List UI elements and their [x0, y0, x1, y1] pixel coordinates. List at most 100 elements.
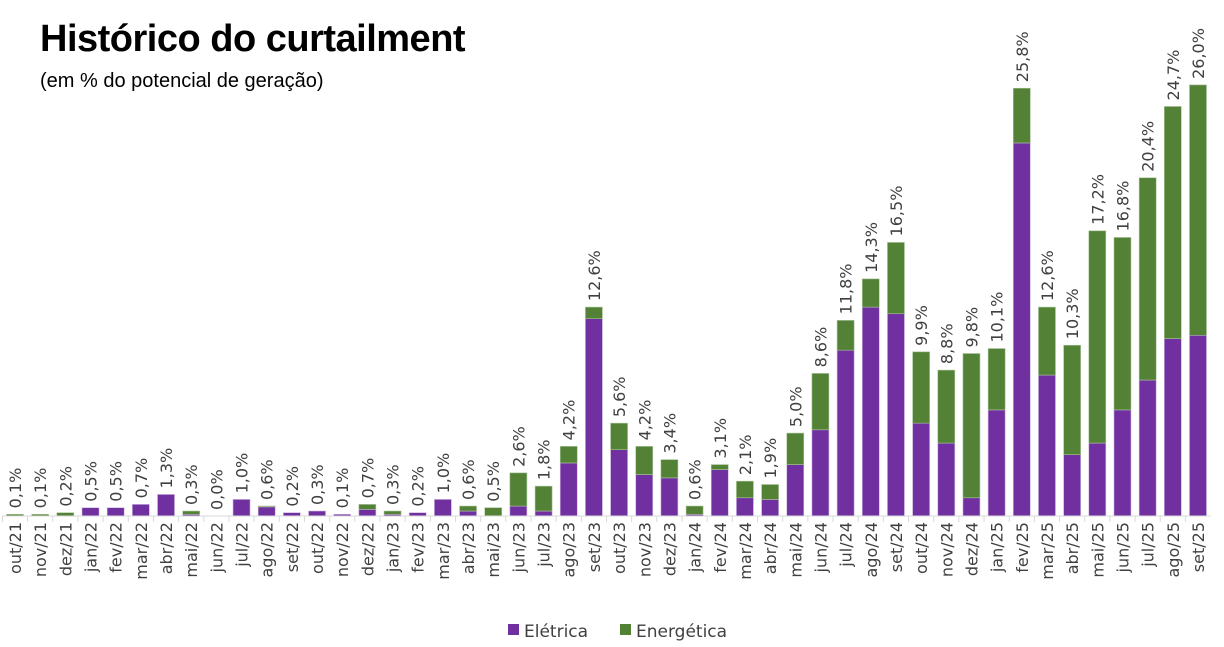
x-tick-label: ago/22 — [258, 522, 277, 578]
data-label: 5,6% — [610, 376, 629, 417]
bar-eletrica — [559, 462, 578, 517]
bar-eletrica — [912, 422, 930, 517]
data-label: 0,2% — [56, 466, 75, 507]
x-tick-label: ago/25 — [1164, 522, 1183, 578]
x-tick-label: jul/22 — [233, 522, 252, 568]
x-tick-label: fev/23 — [409, 522, 428, 573]
bar-eletrica — [937, 442, 956, 517]
x-tick-label: jan/25 — [988, 522, 1007, 573]
bar-energetica — [937, 369, 956, 444]
data-label: 0,5% — [82, 461, 101, 502]
bar-eletrica — [1113, 409, 1132, 517]
bar-energetica — [987, 348, 1006, 411]
data-label: 17,2% — [1088, 174, 1107, 225]
x-tick-label: set/25 — [1189, 522, 1208, 572]
bar-energetica — [383, 510, 402, 515]
bar-energetica — [585, 306, 603, 319]
bar-eletrica — [736, 497, 754, 517]
data-label: 0,5% — [484, 461, 503, 502]
bar-eletrica — [459, 510, 477, 517]
bar-eletrica — [132, 504, 150, 517]
data-label: 25,8% — [1013, 31, 1032, 82]
bar-eletrica — [81, 507, 100, 517]
data-label: 3,1% — [711, 418, 730, 459]
bar-energetica — [786, 432, 805, 465]
bar-eletrica — [1012, 142, 1031, 517]
x-tick-label: jul/24 — [837, 522, 856, 568]
bar-eletrica — [509, 505, 528, 517]
x-tick-label: abr/22 — [157, 522, 176, 574]
x-tick-label: mar/25 — [1038, 522, 1057, 580]
data-label: 8,6% — [811, 327, 830, 368]
data-label: 0,6% — [258, 459, 277, 500]
x-tick-label: nov/24 — [937, 522, 956, 577]
data-label: 10,1% — [988, 292, 1007, 343]
x-tick-label: fev/22 — [107, 522, 126, 573]
bar-eletrica — [1088, 442, 1107, 517]
data-label: 0,2% — [283, 466, 302, 507]
x-tick-label: mai/22 — [182, 522, 201, 578]
bar-energetica — [484, 507, 503, 517]
data-label: 12,6% — [1038, 250, 1057, 301]
x-tick-label: out/22 — [308, 522, 327, 574]
bar-energetica — [685, 505, 704, 515]
x-tick-label: out/23 — [610, 522, 629, 574]
data-label: 5,0% — [786, 386, 805, 427]
bar-eletrica — [1063, 454, 1081, 517]
x-tick-label: jan/22 — [82, 522, 101, 573]
x-tick-label: fev/24 — [711, 522, 730, 573]
data-label: 0,0% — [207, 469, 226, 510]
bar-energetica — [836, 320, 855, 351]
bar-energetica — [1012, 87, 1031, 144]
x-tick-label: mar/24 — [736, 522, 755, 580]
bar-eletrica — [1164, 338, 1182, 517]
data-label: 24,7% — [1164, 50, 1183, 101]
data-label: 0,1% — [333, 468, 352, 509]
data-label: 0,1% — [6, 468, 25, 509]
data-label: 0,7% — [358, 458, 377, 499]
data-label: 0,3% — [308, 464, 327, 505]
x-tick-label: mar/22 — [132, 522, 151, 580]
bar-eletrica — [1138, 379, 1157, 517]
bar-energetica — [1189, 84, 1207, 336]
data-label: 8,8% — [937, 323, 956, 364]
x-tick-label: jul/23 — [535, 522, 554, 568]
chart-subtitle: (em % do potencial de geração) — [40, 70, 324, 92]
bar-eletrica — [434, 499, 452, 517]
bar-eletrica — [232, 499, 251, 517]
bar-energetica — [962, 353, 981, 499]
bar-eletrica — [610, 449, 628, 517]
x-tick-label: ago/23 — [560, 522, 579, 578]
x-tick-label: abr/25 — [1063, 522, 1082, 574]
bar-eletrica — [710, 469, 729, 517]
data-label: 1,9% — [761, 438, 780, 479]
bar-eletrica — [1038, 374, 1056, 517]
bar-eletrica — [786, 464, 805, 517]
data-label: 4,2% — [635, 400, 654, 441]
legend-label-eletrica: Elétrica — [524, 622, 588, 642]
data-label: 1,0% — [233, 453, 252, 494]
bar-energetica — [358, 504, 377, 510]
data-label: 9,9% — [912, 305, 931, 346]
bar-energetica — [1113, 237, 1132, 411]
x-tick-label: jun/22 — [207, 522, 226, 573]
x-tick-label: dez/23 — [660, 522, 679, 576]
x-tick-label: ago/24 — [862, 522, 881, 578]
x-tick-label: mai/23 — [484, 522, 503, 578]
x-tick-label: fev/25 — [1013, 522, 1032, 573]
bar-energetica — [811, 373, 830, 431]
x-tick-label: abr/24 — [761, 522, 780, 574]
bar-eletrica — [861, 306, 880, 517]
data-label: 0,3% — [182, 464, 201, 505]
data-label: 11,8% — [837, 264, 856, 315]
legend-label-energetica: Energética — [636, 622, 727, 642]
x-tick-label: dez/22 — [358, 522, 377, 576]
bar-eletrica — [987, 409, 1006, 517]
data-label: 0,1% — [31, 468, 50, 509]
bar-energetica — [710, 464, 729, 470]
x-tick-label: nov/22 — [333, 522, 352, 577]
x-tick-label: set/23 — [585, 522, 604, 572]
bar-eletrica — [1189, 334, 1207, 517]
data-label: 14,3% — [862, 222, 881, 273]
x-tick-label: jan/24 — [686, 522, 705, 573]
